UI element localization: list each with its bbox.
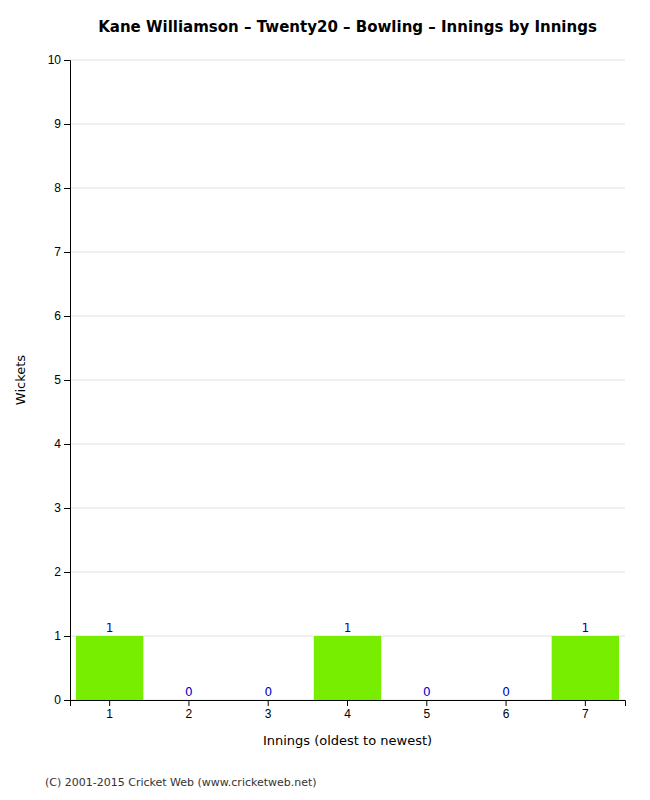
tick: 4 — [54, 437, 70, 451]
tick-label: 1 — [54, 629, 61, 643]
chart: 12345670123456789101001001Kane Williamso… — [0, 0, 650, 800]
x-axis-title: Innings (oldest to newest) — [263, 733, 432, 748]
bar — [552, 636, 619, 700]
tick-label: 2 — [186, 707, 193, 721]
tick-label: 4 — [54, 437, 61, 451]
tick: 3 — [265, 700, 272, 721]
tick-mark — [109, 700, 110, 706]
tick-label: 6 — [54, 309, 61, 323]
tick-label: 7 — [54, 245, 61, 259]
tick-label: 4 — [344, 707, 351, 721]
plot-area: 12345670123456789101001001 — [48, 53, 626, 720]
grid-line — [70, 508, 625, 509]
tick: 1 — [54, 629, 70, 643]
data-label: 1 — [106, 621, 114, 635]
tick-label: 2 — [54, 565, 61, 579]
tick-mark — [64, 252, 70, 253]
y-axis-title: Wickets — [13, 355, 28, 405]
tick: 3 — [54, 501, 70, 515]
bar — [393, 700, 460, 701]
bar — [314, 636, 381, 700]
tick-label: 8 — [54, 181, 61, 195]
x-axis: 1 2 3 4 5 6 7 — [71, 700, 626, 721]
data-label: 0 — [502, 685, 510, 699]
tick-mark — [64, 508, 70, 509]
tick-label: 6 — [503, 707, 510, 721]
tick: 2 — [186, 700, 193, 721]
bars — [76, 636, 619, 700]
tick-label: 3 — [54, 501, 61, 515]
tick-label: 10 — [48, 53, 62, 67]
grid-line — [70, 188, 625, 189]
tick-mark — [64, 316, 70, 317]
tick-mark — [506, 700, 507, 706]
tick: 8 — [54, 181, 70, 195]
data-label: 1 — [344, 621, 352, 635]
tick-label: 7 — [582, 707, 589, 721]
tick-mark — [64, 572, 70, 573]
tick-mark — [64, 444, 70, 445]
grid-line — [70, 124, 625, 125]
bar — [235, 700, 302, 701]
tick: 10 — [48, 53, 70, 67]
grid — [70, 60, 625, 700]
tick-mark — [64, 636, 70, 637]
tick-mark — [64, 380, 70, 381]
bar — [76, 636, 143, 700]
tick: 7 — [582, 700, 589, 721]
tick: 5 — [54, 373, 70, 387]
tick: 6 — [503, 700, 510, 721]
tick-mark — [64, 700, 70, 701]
data-label: 0 — [185, 685, 193, 699]
tick: 0 — [54, 693, 70, 707]
axis-line — [71, 701, 626, 707]
tick-mark — [64, 60, 70, 61]
data-label: 1 — [582, 621, 590, 635]
grid-line — [70, 444, 625, 445]
tick-label: 5 — [423, 707, 430, 721]
tick-label: 3 — [265, 707, 272, 721]
tick-mark — [64, 188, 70, 189]
tick-label: 9 — [54, 117, 61, 131]
tick-mark — [268, 700, 269, 706]
bar — [472, 700, 539, 701]
bar — [155, 700, 222, 701]
axis-line — [64, 61, 71, 701]
tick: 1 — [106, 700, 113, 721]
tick-mark — [426, 700, 427, 706]
tick: 4 — [344, 700, 351, 721]
tick-mark — [64, 124, 70, 125]
data-label: 0 — [423, 685, 431, 699]
data-label: 0 — [264, 685, 272, 699]
tick: 2 — [54, 565, 70, 579]
y-axis: 0 1 2 3 4 5 6 7 8 9 10 — [48, 53, 71, 707]
tick-mark — [585, 700, 586, 706]
grid-line — [70, 572, 625, 573]
grid-line — [70, 316, 625, 317]
data-labels: 1 0 0 1 0 0 1 — [106, 621, 589, 699]
grid-line — [70, 252, 625, 253]
tick-mark — [188, 700, 189, 706]
grid-line — [70, 60, 625, 61]
tick-label: 1 — [106, 707, 113, 721]
grid-line — [70, 380, 625, 381]
tick: 7 — [54, 245, 70, 259]
tick-mark — [347, 700, 348, 706]
tick: 6 — [54, 309, 70, 323]
tick-label: 5 — [54, 373, 61, 387]
title: Kane Williamson – Twenty20 – Bowling – I… — [98, 18, 597, 36]
footer: (C) 2001-2015 Cricket Web (www.cricketwe… — [45, 776, 317, 789]
tick: 5 — [423, 700, 430, 721]
tick: 9 — [54, 117, 70, 131]
tick-label: 0 — [54, 693, 61, 707]
